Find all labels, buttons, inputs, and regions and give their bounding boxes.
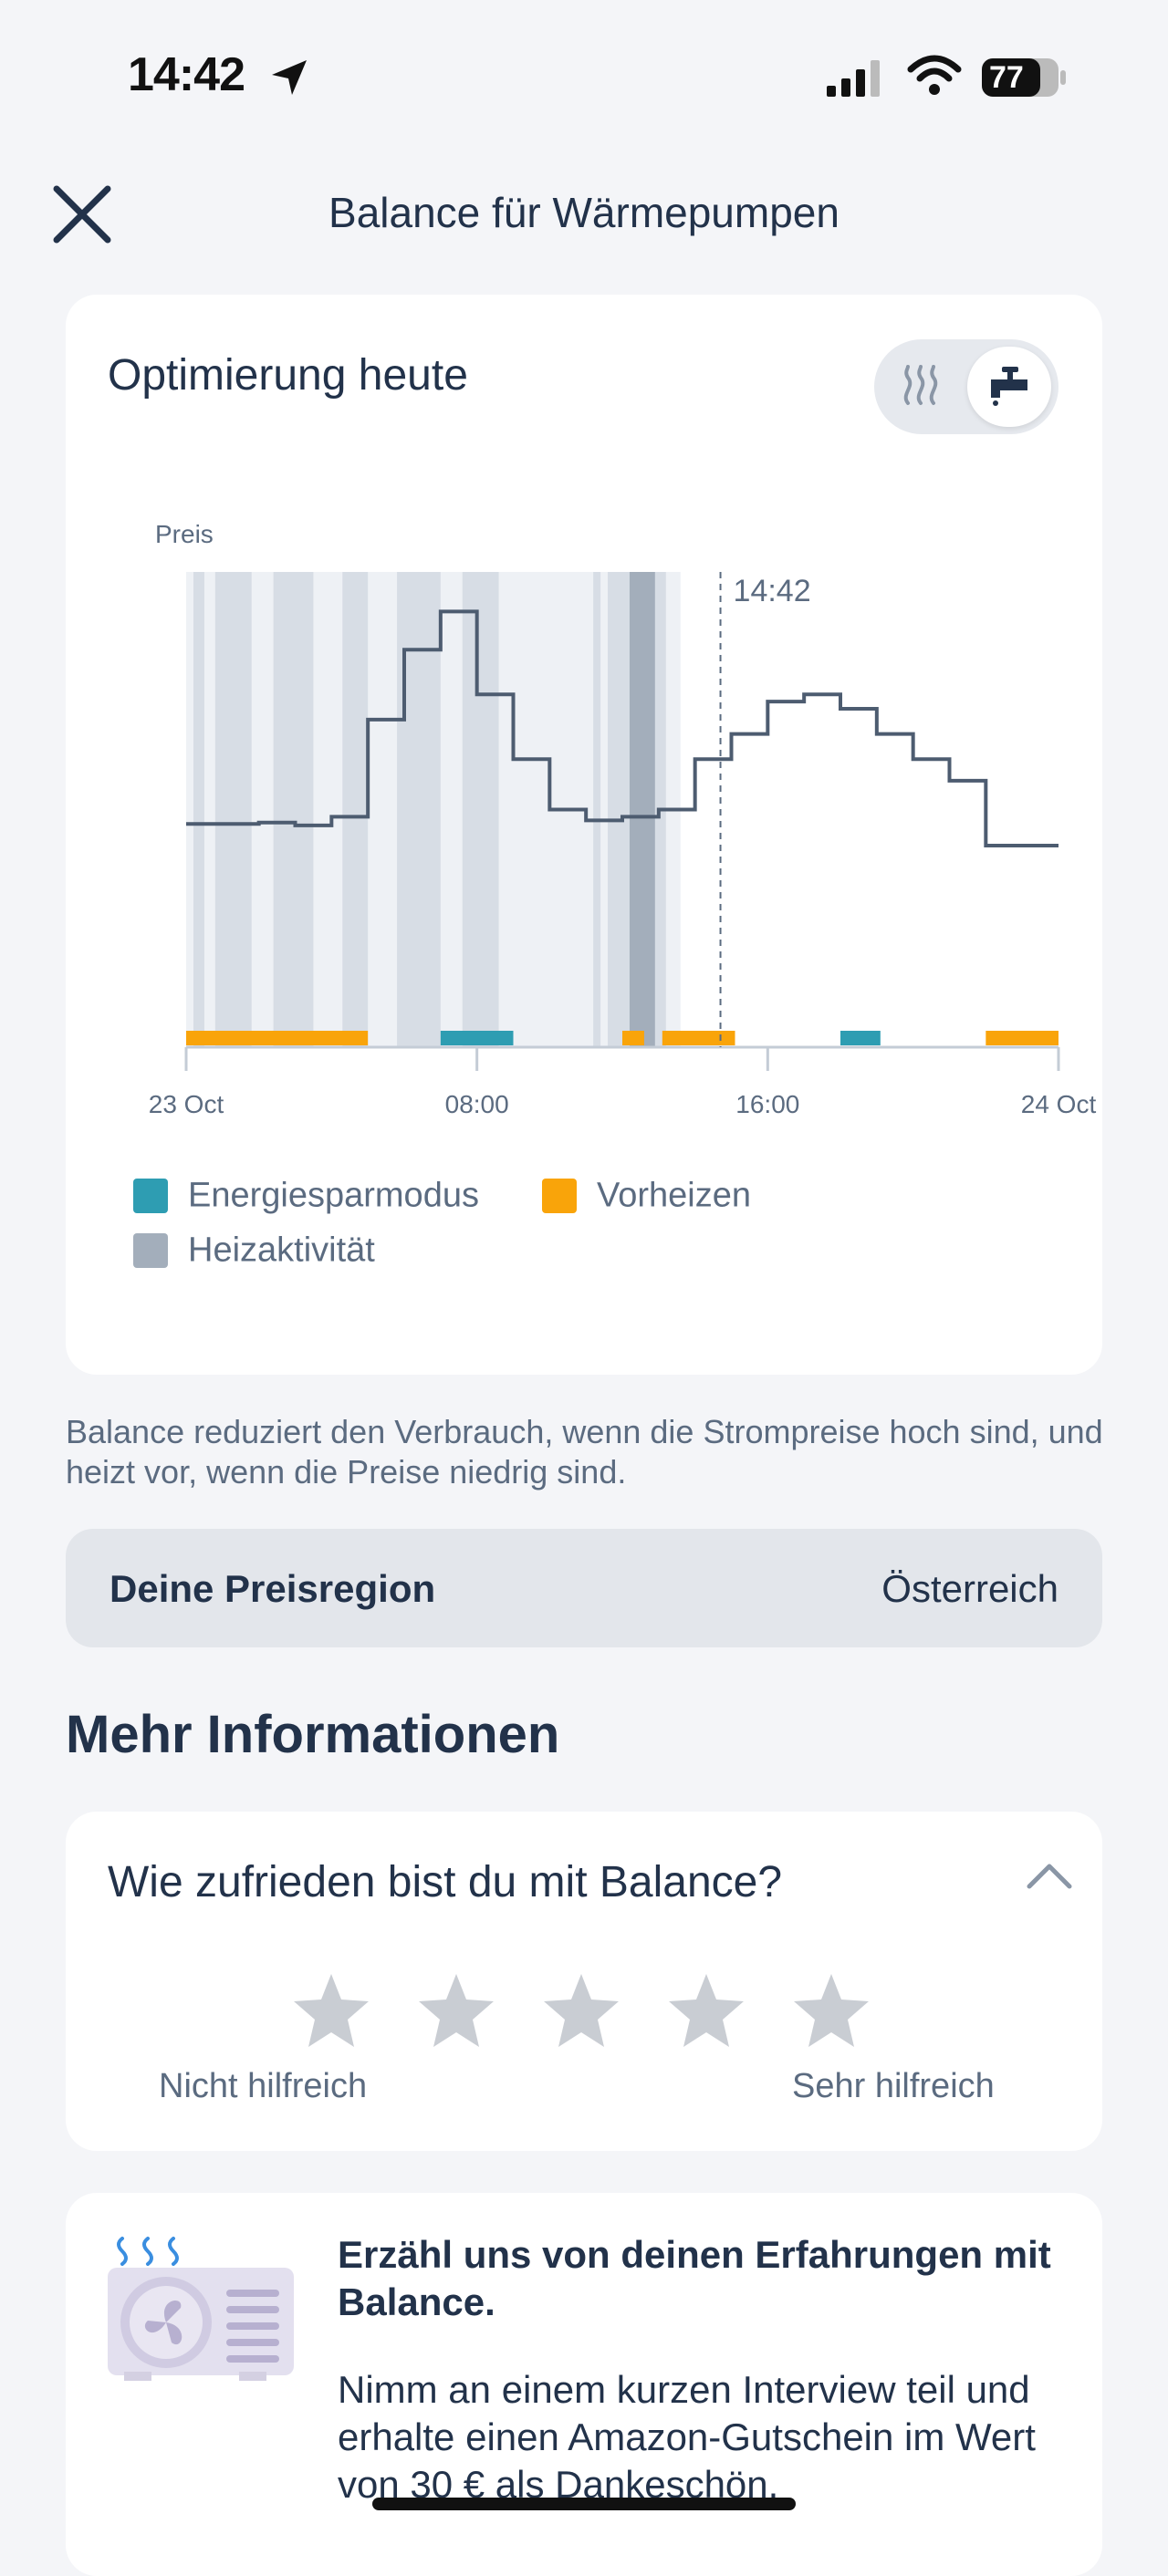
cellular-signal-icon	[827, 60, 880, 97]
star-5[interactable]	[790, 1970, 872, 2052]
preheat-marker	[622, 1031, 644, 1045]
legend-energy-saving: Energiesparmodus	[133, 1175, 479, 1215]
legend-label-heating-activity: Heizaktivität	[188, 1231, 375, 1270]
legend-swatch-preheat	[542, 1178, 577, 1213]
heat-pump-illustration	[108, 2237, 294, 2381]
close-icon[interactable]	[46, 178, 119, 251]
heating-band	[462, 572, 499, 1047]
legend-swatch-energy-saving	[133, 1178, 168, 1213]
energy-saving-marker	[440, 1031, 514, 1045]
heating-band	[397, 572, 441, 1047]
info-text: Balance reduziert den Verbrauch, wenn di…	[66, 1413, 1103, 1491]
star-4[interactable]	[665, 1970, 747, 2052]
y-axis-label: Preis	[155, 520, 214, 548]
promo-title: Erzähl uns von deinen Erfahrungen mit Ba…	[338, 2233, 1051, 2323]
heating-band	[273, 572, 314, 1047]
legend-swatch-heating-activity	[133, 1232, 168, 1268]
legend-label-preheat: Vorheizen	[597, 1176, 752, 1215]
chevron-up-icon[interactable]	[1026, 1861, 1073, 1892]
chart-title: Optimierung heute	[108, 351, 468, 400]
heating-waves-icon[interactable]	[899, 363, 946, 410]
rating-question: Wie zufrieden bist du mit Balance?	[108, 1858, 783, 1906]
price-chart: Preis 23 Oct 08:00 16:00 24 Oct 14:42	[149, 520, 1097, 1118]
star-2[interactable]	[415, 1970, 497, 2052]
preheat-marker	[986, 1031, 1058, 1045]
legend-label-energy-saving: Energiesparmodus	[188, 1176, 479, 1215]
more-info-heading: Mehr Informationen	[66, 1705, 560, 1764]
battery-icon	[982, 58, 1066, 97]
heating-activity-band	[629, 572, 655, 1047]
rating-label-high: Sehr hilfreich	[792, 2067, 995, 2105]
x-tick-label: 23 Oct	[149, 1090, 224, 1118]
star-3[interactable]	[540, 1970, 622, 2052]
location-arrow-icon	[272, 60, 307, 95]
heating-band	[214, 572, 252, 1047]
preheat-marker	[662, 1031, 735, 1045]
heating-band	[342, 572, 369, 1047]
battery-indicator: 77	[980, 55, 1068, 100]
heating-band	[193, 572, 204, 1047]
rating-label-low: Nicht hilfreich	[159, 2067, 368, 2105]
price-region-value: Österreich	[881, 1567, 1058, 1610]
price-line	[186, 609, 1058, 847]
wifi-icon	[907, 55, 962, 95]
x-tick-label: 24 Oct	[1021, 1090, 1097, 1118]
interview-promo-card[interactable]	[66, 2193, 1102, 2576]
heating-band	[593, 572, 601, 1047]
preheat-marker	[186, 1031, 369, 1045]
x-tick-label: 16:00	[735, 1090, 799, 1118]
page-title: Balance für Wärmepumpen	[328, 189, 840, 236]
legend-preheat: Vorheizen	[542, 1175, 751, 1215]
x-tick-label: 08:00	[445, 1090, 509, 1118]
status-time: 14:42	[128, 48, 245, 101]
legend-heating-activity: Heizaktivität	[133, 1230, 375, 1270]
price-region-row[interactable]	[66, 1529, 1102, 1647]
star-1[interactable]	[290, 1970, 372, 2052]
price-region-label: Deine Preisregion	[110, 1567, 436, 1610]
now-label: 14:42	[734, 574, 811, 608]
heating-band	[608, 572, 633, 1047]
battery-percent: 77	[989, 60, 1024, 95]
water-tap-icon	[991, 367, 1027, 406]
home-indicator	[372, 2498, 796, 2510]
energy-saving-marker	[840, 1031, 881, 1045]
promo-body: Nimm an einem kurzen Interview teil und …	[338, 2368, 1036, 2506]
